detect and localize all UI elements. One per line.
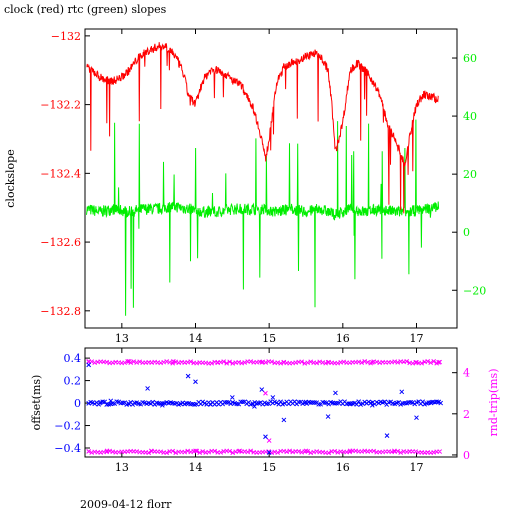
bot-offset-point-9	[229, 395, 235, 400]
top-x-tick-label-15: 15	[262, 332, 276, 345]
bot-series-rndtrip-points	[86, 359, 443, 456]
top-y-tick-label-0: −132	[51, 30, 81, 43]
bot-rndtrip-point-1	[104, 448, 110, 454]
bot-offset-point-4	[145, 386, 150, 391]
bot-rndtrip-point-9	[263, 390, 268, 396]
bot-rndtrip-point-10	[266, 438, 272, 443]
bot-offset-point-3	[126, 401, 132, 407]
bot-rndtrip-band-low	[86, 448, 443, 456]
bot-offset-point-8	[207, 401, 213, 407]
bot-y2-tick-label-0: 4	[463, 367, 470, 380]
bot-offset-point-22	[399, 389, 405, 395]
top-y-tick-label-1: −132.2	[40, 99, 81, 112]
top-y2-tick-label-4: −20	[463, 284, 486, 297]
top-x-tick-label-16: 16	[336, 332, 350, 345]
top-y-tick-label-4: −132.8	[40, 305, 81, 318]
bot-x-tick-label-14: 14	[188, 461, 202, 474]
bot-y2-axis-label: rnd-trip(ms)	[487, 369, 500, 437]
bot-offset-point-10	[252, 404, 257, 409]
top-y2-tick-label-3: 0	[463, 226, 470, 239]
bot-rndtrip-point-16	[392, 448, 397, 454]
bot-offset-point-16	[303, 399, 309, 405]
bot-frame	[84, 347, 458, 458]
bot-offset-point-20	[369, 402, 375, 408]
top-series-clock-line	[86, 42, 439, 214]
bot-rndtrip-band-high	[86, 359, 443, 366]
bot-y-tick-label-1: 0.2	[64, 375, 82, 388]
bot-offset-point-12	[263, 434, 268, 440]
bot-offset-point-2	[108, 398, 114, 404]
bot-x-tick-label-17: 17	[409, 461, 423, 474]
bot-rndtrip-point-12	[303, 448, 309, 454]
bot-offset-point-6	[185, 373, 191, 379]
top-y2-tick-label-2: 20	[463, 168, 477, 181]
bot-offset-point-13	[266, 450, 272, 455]
bot-y-tick-label-0: 0.4	[64, 352, 82, 365]
bot-rndtrip-point-17	[414, 360, 419, 365]
bot-rndtrip-point-18	[436, 360, 441, 365]
bottom-panel-layer: 13 14 15 16 17 0.4 0.2 0 −0.2 −0.4 4 2 0 offset(ms) rn…	[30, 347, 500, 474]
bot-offset-point-15	[281, 417, 287, 423]
bot-offset-point-18	[333, 390, 338, 396]
bot-rndtrip-point-2	[126, 359, 132, 364]
bot-y-tick-label-2: 0	[74, 397, 81, 410]
bot-offset-point-7	[193, 379, 198, 385]
bot-rndtrip-point-15	[369, 360, 375, 365]
bot-rndtrip-point-11	[281, 360, 287, 365]
bot-y2-tick-label-2: 0	[463, 449, 470, 462]
bot-series-offset-points	[86, 362, 444, 455]
top-y2-tick-label-0: 60	[463, 52, 477, 65]
top-panel-layer: 13 14 15 16 17 −132 −132.2 −132.4 −132.6 −132.8 60…	[4, 28, 486, 345]
top-y-tick-label-3: −132.6	[40, 236, 81, 249]
bot-offset-point-19	[347, 401, 353, 407]
bot-offset-point-25	[436, 399, 441, 405]
bot-rndtrip-point-0	[86, 359, 92, 364]
chart-title: clock (red) rtc (green) slopes	[4, 3, 167, 16]
bot-y-axis-label: offset(ms)	[30, 375, 43, 431]
bot-offset-point-17	[325, 414, 331, 419]
bot-x-tick-label-15: 15	[262, 461, 276, 474]
bot-offset-band	[86, 399, 444, 407]
footer-label: 2009-04-12 florr	[80, 498, 172, 511]
bot-offset-point-21	[384, 433, 390, 439]
bot-rndtrip-point-8	[259, 360, 265, 365]
top-x-tick-label-17: 17	[409, 332, 423, 345]
bot-x-tick-label-16: 16	[336, 461, 350, 474]
bot-rndtrip-point-6	[215, 360, 220, 365]
bot-y2-tick-label-1: 2	[463, 408, 470, 421]
bot-rndtrip-point-4	[171, 359, 176, 364]
bot-offset-point-11	[259, 387, 265, 392]
top-y-axis-label: clockslope	[4, 149, 17, 207]
bot-rndtrip-point-14	[347, 448, 353, 454]
bot-offset-point-23	[414, 415, 419, 421]
bot-y-tick-label-3: −0.2	[54, 420, 81, 433]
top-y-tick-label-2: −132.4	[40, 167, 81, 180]
bot-offset-point-14	[270, 395, 276, 400]
bot-rndtrip-point-5	[193, 448, 198, 454]
top-x-tick-label-13: 13	[115, 332, 129, 345]
bot-offset-point-1	[97, 400, 103, 406]
top-frame	[84, 28, 458, 329]
top-series-rtc-line	[86, 119, 440, 316]
bot-offset-point-5	[159, 402, 165, 408]
bot-rndtrip-point-3	[148, 448, 154, 454]
bot-rndtrip-point-7	[237, 448, 243, 454]
top-x-tick-label-14: 14	[188, 332, 202, 345]
bot-rndtrip-point-13	[325, 360, 331, 365]
bot-y-tick-label-4: −0.4	[54, 442, 81, 455]
bot-offset-point-24	[428, 400, 434, 406]
bot-offset-point-0	[86, 362, 92, 368]
bot-x-tick-label-13: 13	[115, 461, 129, 474]
top-y2-tick-label-1: 40	[463, 110, 477, 123]
